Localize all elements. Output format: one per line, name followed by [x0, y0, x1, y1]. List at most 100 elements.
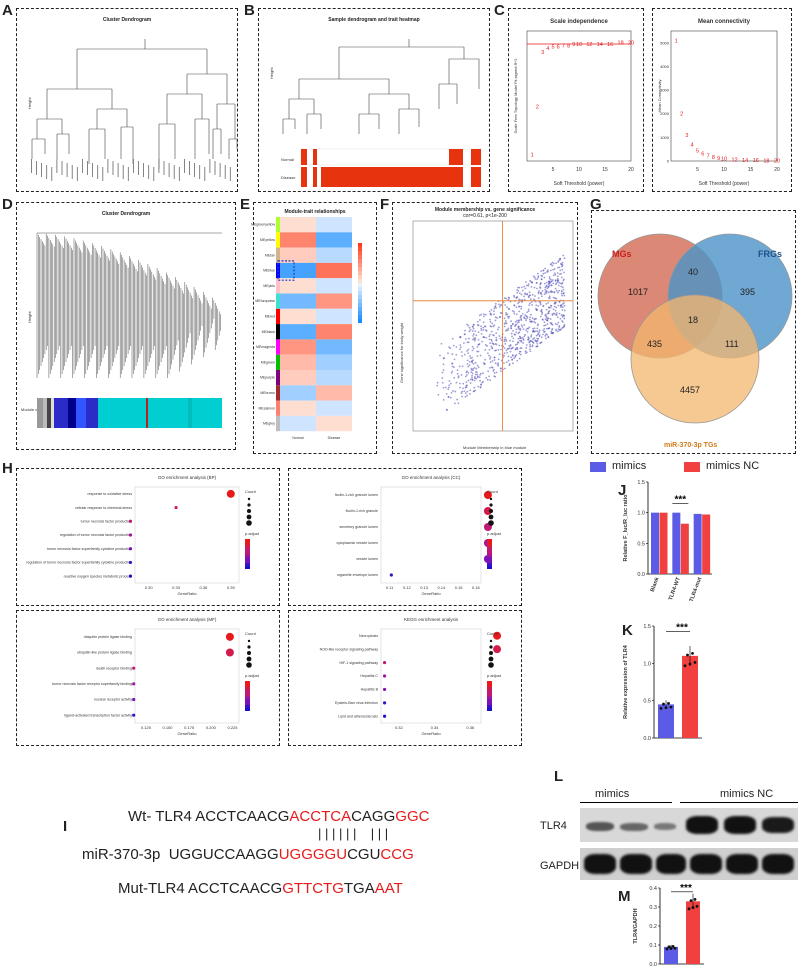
term-dot	[174, 505, 178, 510]
gene-point	[485, 336, 488, 339]
gene-point	[550, 278, 552, 281]
gene-point	[545, 308, 548, 311]
gene-point	[552, 268, 555, 271]
gene-point	[525, 284, 528, 287]
gene-point	[476, 364, 479, 367]
blot-band	[724, 816, 756, 834]
gene-point	[515, 347, 518, 349]
gene-point	[483, 315, 485, 318]
gene-point	[493, 307, 496, 310]
y-tick-label: 4000	[660, 64, 670, 69]
gene-point	[563, 271, 565, 274]
blot-band	[656, 854, 686, 874]
gene-point	[525, 347, 528, 349]
gene-point	[560, 276, 563, 279]
gene-point	[541, 311, 544, 314]
gene-point	[559, 317, 562, 320]
gene-point	[472, 347, 475, 350]
y-tick-label: 0	[667, 159, 670, 164]
gene-point	[484, 344, 487, 346]
term-dot	[128, 574, 133, 578]
colorbar-step	[358, 279, 362, 283]
heat-cell	[280, 217, 316, 233]
gene-point	[517, 332, 520, 335]
gene-point	[507, 359, 510, 362]
gene-point	[539, 303, 542, 306]
gene-point	[492, 343, 495, 346]
gene-point	[507, 355, 510, 358]
module-colors-label: Module colors	[21, 407, 46, 412]
gene-point	[493, 313, 495, 316]
gene-point	[522, 328, 525, 331]
gene-point	[494, 305, 497, 307]
gene-point	[517, 321, 520, 324]
gene-point	[537, 323, 539, 326]
gene-point	[482, 321, 485, 324]
gene-point	[540, 278, 543, 280]
module-color-swatch	[276, 415, 280, 432]
legend-p-step	[245, 539, 250, 542]
gene-point	[490, 345, 493, 348]
gene-point	[449, 347, 452, 350]
gene-point	[452, 390, 454, 392]
gene-point	[489, 356, 492, 359]
y-tick-label: 0.0	[643, 736, 651, 742]
gene-point	[519, 316, 522, 319]
gene-point	[503, 317, 506, 320]
gene-point	[476, 355, 479, 357]
replicate-dot	[687, 907, 691, 911]
gene-point	[479, 374, 481, 376]
gene-point	[505, 340, 508, 342]
panel-d-svg: Height Module colors	[21, 232, 222, 428]
gene-point	[498, 316, 501, 319]
leaf-tick	[87, 161, 88, 175]
column-label: Normal	[292, 436, 304, 440]
panel-b-trait-heatmap	[300, 148, 482, 187]
x-tick-label: 0.33	[172, 585, 181, 590]
leaf-tick	[82, 159, 83, 173]
gene-point	[503, 325, 506, 328]
gene-point	[561, 282, 564, 284]
power-point: 7	[562, 43, 565, 49]
gene-point	[533, 286, 536, 289]
gene-point	[493, 372, 496, 374]
gene-point	[473, 386, 476, 389]
gene-point	[537, 291, 540, 294]
gene-point	[552, 282, 555, 285]
gene-point	[541, 313, 543, 315]
x-tick-label: 15	[602, 167, 608, 173]
gene-point	[518, 305, 521, 308]
power-point: 10	[576, 42, 582, 48]
legend-p-step	[245, 684, 250, 687]
gene-point	[491, 322, 494, 325]
leaf-tick	[184, 159, 185, 173]
gene-point	[447, 395, 450, 398]
gene-point	[558, 281, 561, 284]
gene-point	[449, 396, 452, 399]
gene-point	[489, 318, 491, 321]
panel-letter-l: L	[554, 768, 564, 785]
venn-tgs-label: miR-370-3p TGs	[664, 442, 717, 449]
legend-p-step	[487, 566, 492, 569]
gene-point	[544, 288, 547, 291]
gene-point	[471, 356, 473, 359]
gene-point	[474, 330, 477, 333]
legend-mimics-label: mimics	[612, 460, 647, 472]
blot-row-gapdh: GAPDH	[540, 860, 580, 872]
term-label: tumor necrosis factor receptor superfami…	[52, 682, 132, 686]
y-axis-label: Scale Free Topology Model Fit,signed R^2	[513, 58, 518, 134]
legend-p-step	[487, 699, 492, 702]
module-color-swatch	[276, 354, 280, 370]
gene-point	[544, 286, 547, 289]
heat-cell	[280, 247, 316, 263]
gene-point	[562, 288, 565, 291]
gene-point	[484, 313, 487, 316]
gene-point	[503, 347, 506, 350]
x-axis-label: GeneRatio	[177, 731, 197, 736]
gene-point	[448, 384, 450, 387]
gene-point	[545, 327, 548, 330]
gene-point	[493, 359, 496, 361]
gene-point	[561, 261, 564, 264]
normal-cell	[301, 149, 307, 165]
gene-point	[493, 310, 495, 313]
